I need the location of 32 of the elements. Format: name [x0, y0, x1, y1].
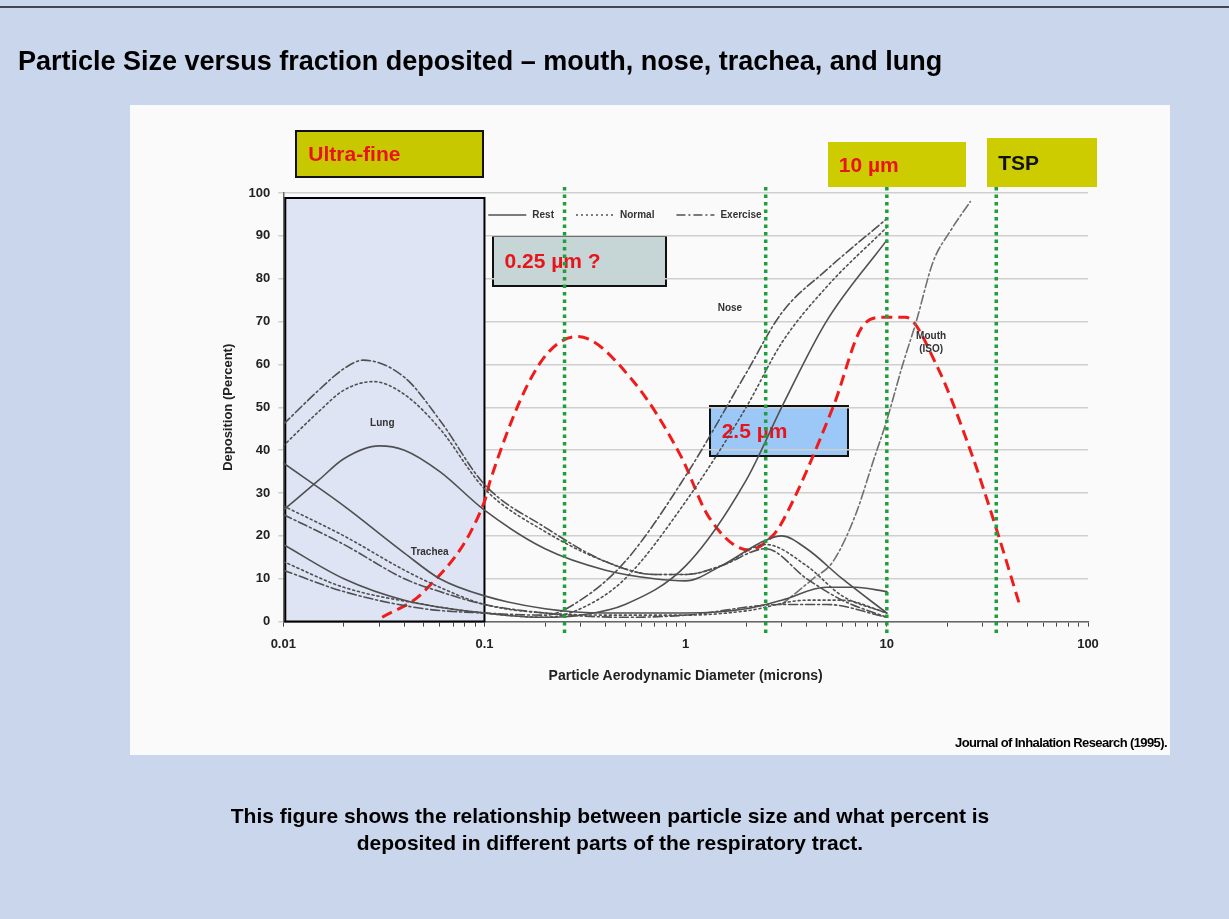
legend-label: Exercise [720, 208, 762, 220]
y-tick-label: 20 [255, 527, 271, 543]
label-box: Ultra-fine [295, 130, 485, 178]
y-tick-label: 40 [255, 441, 271, 457]
text: This figure shows the relationship between particle size and what percent is deposited in different parts of the respiratory tract. [229, 803, 991, 856]
y-tick-label: 100 [248, 184, 271, 200]
x-tick-label: 100 [1077, 635, 1099, 651]
legend-label: Normal [619, 208, 655, 220]
annotation: Trachea [410, 546, 450, 558]
chart-title: Particle Size versus fraction deposited – mouth, nose, trachea, and lung [18, 46, 943, 77]
y-tick-label: 70 [255, 313, 271, 329]
legend-label: Rest [532, 208, 555, 220]
x-tick-label: 0.1 [475, 635, 494, 651]
label-box: TSP [987, 138, 1098, 187]
y-tick-label: 30 [255, 484, 271, 500]
y-tick-label: 0 [263, 613, 271, 629]
y-tick-label: 10 [255, 570, 271, 586]
x-tick-label: 1 [682, 635, 690, 651]
y-tick-label: 80 [255, 270, 271, 286]
x-tick-label: 0.01 [270, 635, 296, 651]
x-axis-title: Particle Aerodynamic Diameter (microns) [548, 667, 823, 684]
annotation: Nose [717, 302, 743, 314]
x-tick-label: 10 [879, 635, 895, 651]
y-tick-label: 90 [255, 227, 271, 243]
label-box: 10 µm [827, 142, 966, 187]
annotation: Mouth (ISO) [916, 330, 947, 355]
y-tick-label: 60 [255, 356, 271, 372]
y-tick-label: 50 [255, 398, 271, 414]
y-axis-title: Deposition (Percent) [220, 343, 236, 471]
annotation: Lung [370, 416, 395, 428]
label-box: 0.25 µm ? [491, 235, 667, 287]
text: Journal of Inhalation Research (1995). [955, 735, 1167, 750]
